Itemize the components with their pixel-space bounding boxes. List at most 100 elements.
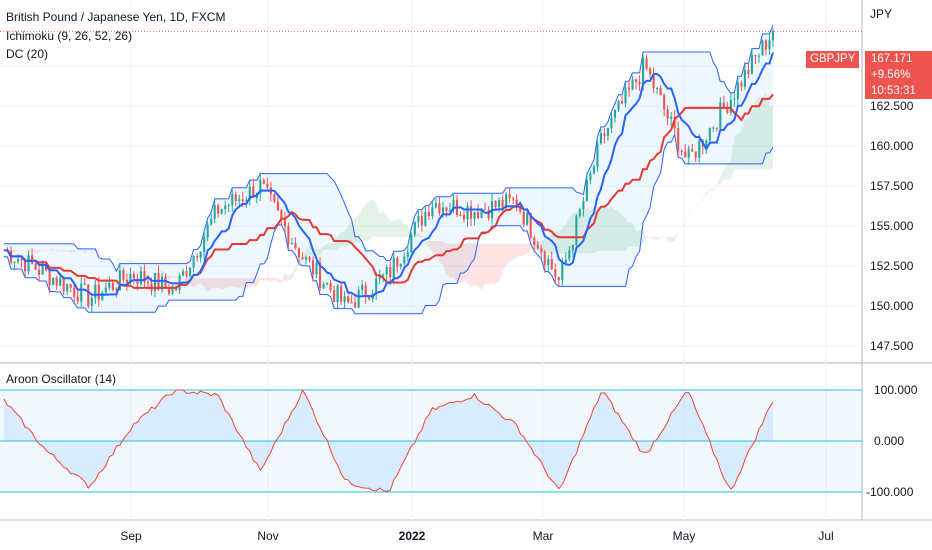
cloud-segment (140, 267, 145, 270)
cloud-segment (527, 243, 531, 253)
cloud-segment (734, 134, 738, 170)
cloud-segment (35, 250, 40, 253)
last-price: 167.171 (871, 53, 913, 65)
candle-body (526, 213, 529, 225)
ichimoku-legend[interactable]: Ichimoku (9, 26, 52, 26) (6, 29, 133, 43)
candle-body (245, 199, 248, 202)
cloud-segment (629, 222, 633, 247)
candle-body (238, 199, 241, 201)
cloud-segment (569, 213, 573, 254)
price-axis[interactable]: 147.500 150.000 152.500 155.000 157.500 160.0… (866, 99, 918, 499)
cloud-segment (657, 237, 661, 240)
candle-body (69, 284, 72, 288)
candle-body (708, 128, 711, 141)
candle-body (687, 149, 690, 158)
candle-body (210, 218, 213, 225)
candle-body (311, 259, 315, 275)
candle-body (318, 262, 322, 289)
aroon-legend[interactable]: Aroon Oscillator (14) (6, 372, 117, 386)
candle-body (382, 274, 385, 277)
cloud-segment (84, 250, 89, 253)
candle-body (445, 207, 448, 211)
candle-body (217, 205, 220, 214)
candle-body (315, 262, 318, 275)
cloud-segment (625, 218, 630, 251)
candle-body (203, 237, 206, 252)
osc-tick-label: -100.000 (866, 485, 914, 499)
cloud-segment (758, 96, 763, 170)
candle-body (108, 282, 111, 288)
candle-body (90, 297, 93, 306)
cloud-segment (56, 250, 61, 253)
donchian-legend[interactable]: DC (20) (6, 47, 49, 61)
candle-body (192, 256, 195, 268)
candle-body (385, 267, 388, 275)
candle-body (631, 79, 634, 90)
cloud-segment (239, 278, 243, 288)
cloud-segment (741, 117, 745, 170)
candle-body (280, 210, 283, 219)
cloud-segment (151, 267, 155, 271)
candle-body (691, 149, 694, 152)
candle-body (266, 183, 269, 188)
cloud-segment (284, 273, 289, 281)
cloud-segment (144, 266, 148, 270)
cloud-segment (25, 250, 29, 251)
candle-body (357, 289, 360, 308)
candle-body (733, 98, 736, 100)
candle-body (603, 133, 606, 136)
candle-body (34, 263, 37, 270)
cloud-segment (421, 234, 426, 244)
candle-body (399, 263, 402, 267)
cloud-segment (165, 273, 170, 281)
cloud-segment (291, 266, 296, 279)
cloud-segment (449, 243, 454, 278)
cloud-segment (334, 236, 338, 251)
candle-body (322, 284, 325, 289)
candle-body (740, 82, 743, 87)
price-tick-label: 147.500 (870, 339, 914, 353)
cloud-segment (565, 216, 570, 254)
cloud-segment (270, 278, 275, 283)
cloud-segment (218, 278, 222, 290)
cloud-segment (681, 223, 686, 227)
candle-body (122, 270, 125, 281)
cloud-segment (730, 135, 735, 180)
cloud-segment (102, 255, 106, 257)
cloud-segment (502, 243, 507, 272)
candle-body (476, 212, 480, 218)
cloud-segment (664, 236, 668, 241)
cloud-segment (737, 130, 742, 170)
chart-title[interactable]: British Pound / Japanese Yen, 1D, FXCM (6, 10, 226, 24)
candle-body (45, 265, 48, 271)
candle-body (578, 209, 581, 216)
cloud-segment (281, 273, 285, 283)
candle-body (484, 209, 487, 211)
candle-body (540, 248, 543, 253)
candle-body (606, 128, 610, 136)
cloud-segment (523, 243, 528, 256)
candle-body (143, 271, 146, 282)
cloud-segment (18, 250, 22, 252)
cloud-segment (67, 250, 71, 253)
time-axis[interactable]: Sep Nov 2022 Mar May Jul (120, 529, 833, 543)
cloud-segment (653, 237, 658, 240)
candle-body (550, 258, 553, 270)
cloud-segment (204, 278, 208, 293)
candle-body (719, 102, 722, 129)
candle-body (624, 87, 627, 104)
cloud-segment (622, 214, 626, 251)
candle-body (185, 271, 188, 277)
cloud-segment (246, 278, 250, 289)
candle-body (649, 68, 652, 75)
cloud-segment (91, 250, 96, 252)
cloud-segment (509, 243, 514, 262)
candle-body (27, 255, 30, 272)
cloud-segment (305, 247, 310, 256)
candle-body (213, 205, 216, 219)
candle-body (160, 276, 164, 290)
cloud-segment (390, 220, 394, 237)
candle-body (764, 40, 768, 50)
cloud-segment (14, 250, 19, 252)
